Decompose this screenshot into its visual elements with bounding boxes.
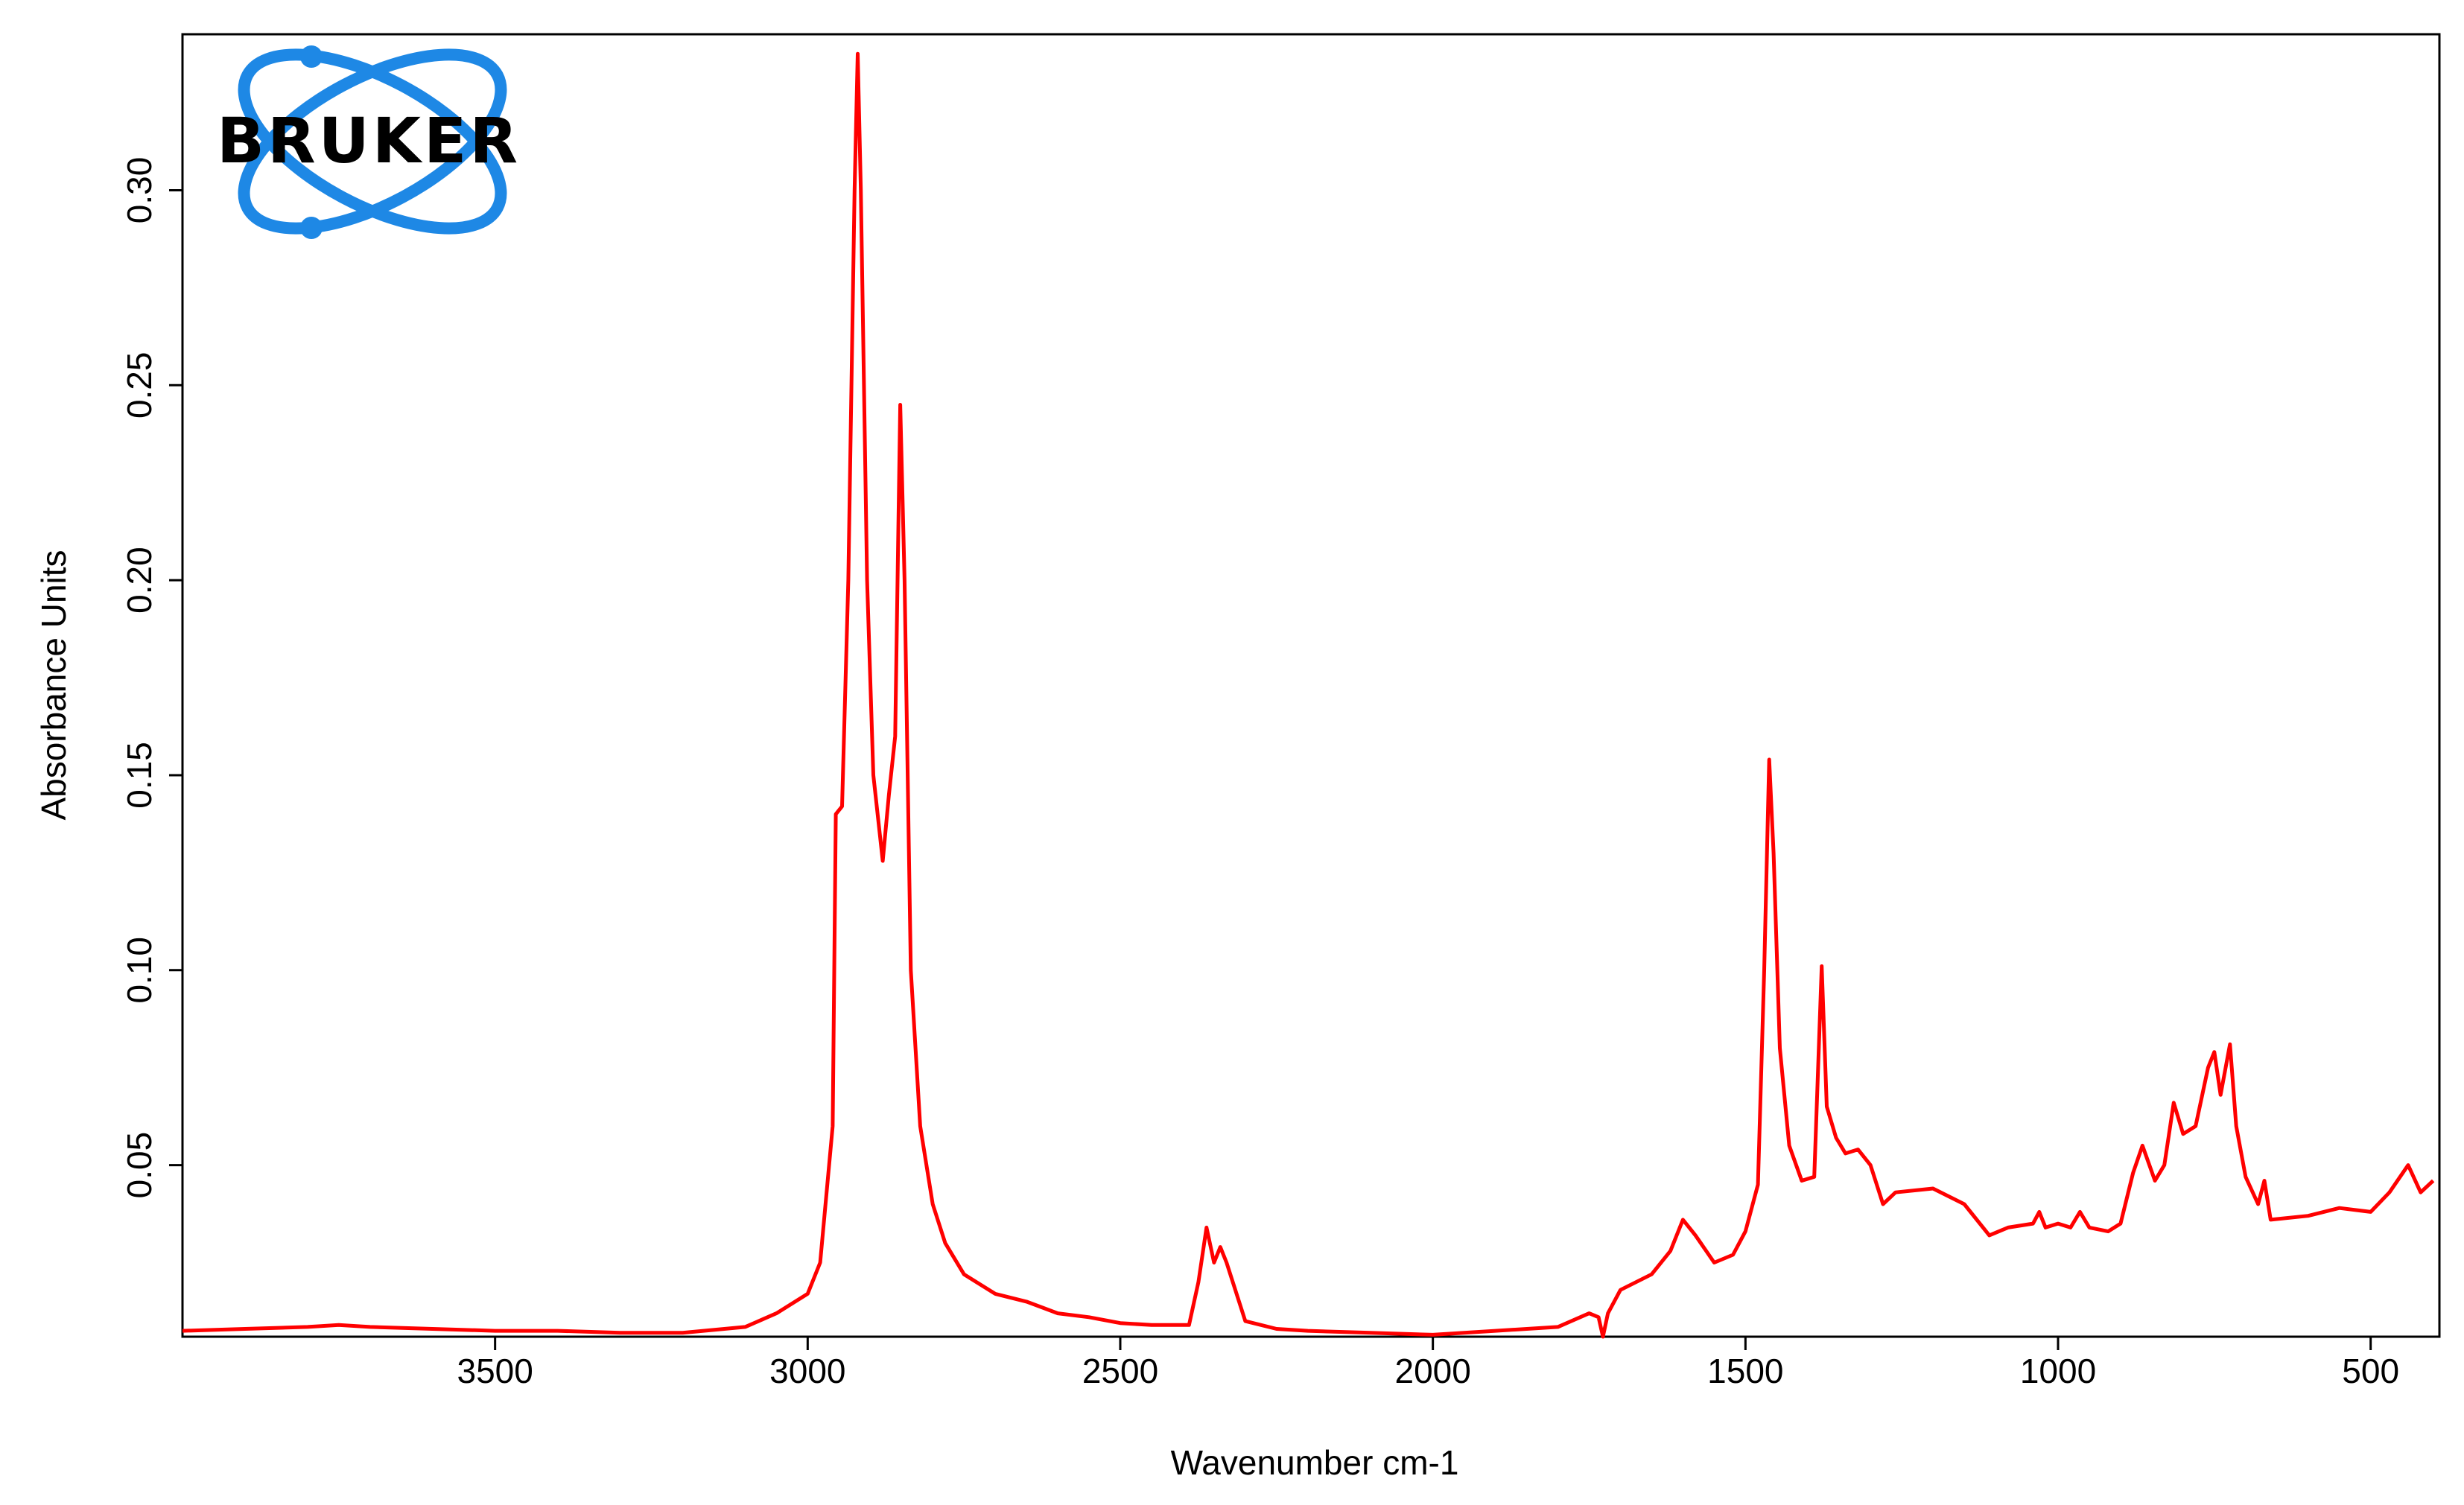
plot-frame (181, 33, 2441, 1338)
y-tick-label: 0.15 (120, 742, 159, 809)
x-tick-label: 3500 (457, 1352, 533, 1390)
y-tick-label: 0.10 (120, 937, 159, 1004)
logo-orbit (238, 48, 507, 235)
y-tick-label: 0.05 (120, 1132, 159, 1199)
x-tick-label: 3000 (769, 1352, 845, 1390)
x-tick-label: 2000 (1394, 1352, 1470, 1390)
logo-dot (300, 45, 323, 68)
x-tick-label: 500 (2342, 1352, 2399, 1390)
x-tick-label: 2500 (1082, 1352, 1158, 1390)
y-tick-label: 0.25 (120, 352, 159, 419)
y-axis-title: Absorbance Units (34, 550, 73, 820)
y-tick-label: 0.30 (120, 157, 159, 224)
spectrum-line (182, 51, 2435, 1339)
y-tick-label: 0.20 (120, 547, 159, 614)
x-axis-title: Wavenumber cm-1 (1171, 1443, 1459, 1482)
logo-orbit (238, 48, 507, 235)
logo: BRUKER (217, 45, 521, 239)
x-tick-label: 1500 (1707, 1352, 1783, 1390)
logo-dot (300, 217, 323, 239)
logo-text: BRUKER (217, 104, 521, 177)
x-tick-label: 1000 (2020, 1352, 2096, 1390)
